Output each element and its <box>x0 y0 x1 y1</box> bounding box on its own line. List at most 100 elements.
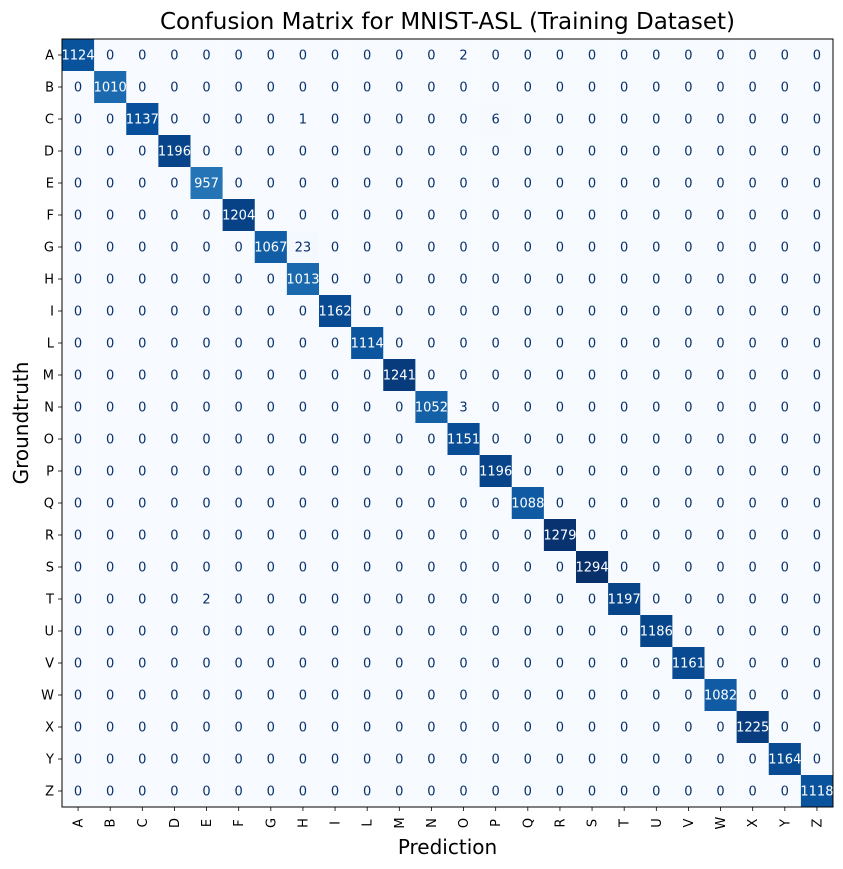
cell-value-label: 1241 <box>383 369 416 384</box>
heatmap-cell <box>543 711 577 744</box>
heatmap-cell <box>672 583 705 616</box>
heatmap-cell <box>254 711 288 744</box>
heatmap-cell <box>319 551 352 584</box>
heatmap-cell <box>479 583 513 616</box>
heatmap-cell <box>254 359 288 392</box>
cell-value-label: 0 <box>652 593 660 608</box>
heatmap-cell <box>672 359 705 392</box>
cell-value-label: 0 <box>267 465 275 480</box>
heatmap-cell <box>672 167 705 200</box>
cell-value-label: 0 <box>427 145 435 160</box>
heatmap-cell <box>800 679 834 712</box>
cell-value-label: 0 <box>684 465 692 480</box>
heatmap-cell <box>254 647 288 680</box>
cell-value-label: 0 <box>170 241 178 256</box>
heatmap-cell <box>62 615 95 648</box>
heatmap-cell <box>736 39 770 72</box>
cell-value-label: 0 <box>74 369 82 384</box>
cell-value-label: 0 <box>459 209 467 224</box>
heatmap-cell <box>222 167 256 200</box>
heatmap-cell <box>576 647 609 680</box>
cell-value-label: 0 <box>492 177 500 192</box>
heatmap-cell <box>383 711 416 744</box>
heatmap-cell <box>190 199 223 232</box>
heatmap-cell <box>640 231 673 264</box>
heatmap-cell <box>319 455 352 488</box>
cell-value-label: 0 <box>427 753 435 768</box>
cell-value-label: 0 <box>235 305 243 320</box>
heatmap-cell <box>190 423 223 456</box>
cell-value-label: 0 <box>620 49 628 64</box>
cell-value-label: 0 <box>588 369 596 384</box>
x-tick-label: V <box>682 818 697 827</box>
cell-value-label: 0 <box>524 561 532 576</box>
heatmap-cell <box>286 327 320 360</box>
cell-value-label: 0 <box>749 785 757 800</box>
cell-value-label: 0 <box>524 433 532 448</box>
heatmap-cell <box>511 167 545 200</box>
heatmap-cell <box>576 551 609 584</box>
heatmap-cell <box>511 71 545 104</box>
heatmap-cell <box>351 199 384 232</box>
cell-value-label: 1225 <box>736 721 769 736</box>
cell-value-label: 0 <box>138 753 146 768</box>
cell-value-label: 0 <box>299 433 307 448</box>
heatmap-cell <box>800 71 834 104</box>
heatmap-cell <box>768 679 802 712</box>
heatmap-cell <box>383 327 416 360</box>
cell-value-label: 1052 <box>415 401 448 416</box>
y-tick-label: T <box>45 593 54 608</box>
cell-value-label: 0 <box>138 529 146 544</box>
heatmap-cell <box>158 519 191 552</box>
heatmap-cell <box>383 583 416 616</box>
heatmap-cell <box>286 199 320 232</box>
heatmap-cell <box>415 135 448 168</box>
cell-value-label: 0 <box>492 753 500 768</box>
heatmap-cell <box>511 135 545 168</box>
heatmap-cell <box>608 711 641 744</box>
cell-value-label: 0 <box>138 273 146 288</box>
y-tick-label: S <box>46 561 54 576</box>
heatmap-cell <box>704 519 737 552</box>
x-tick-label: A <box>72 818 87 827</box>
heatmap-cell <box>351 327 384 360</box>
cell-value-label: 0 <box>652 721 660 736</box>
heatmap-cell <box>704 743 737 776</box>
heatmap-cell <box>543 199 577 232</box>
cell-value-label: 0 <box>684 337 692 352</box>
heatmap-cell <box>543 615 577 648</box>
cell-value-label: 0 <box>524 529 532 544</box>
cell-value-label: 0 <box>749 689 757 704</box>
cell-value-label: 0 <box>235 561 243 576</box>
heatmap-cell <box>447 391 480 424</box>
cell-value-label: 0 <box>267 177 275 192</box>
cell-value-label: 0 <box>781 113 789 128</box>
heatmap-cell <box>511 775 545 808</box>
cell-value-label: 0 <box>138 433 146 448</box>
cell-value-label: 0 <box>813 209 821 224</box>
cell-value-label: 0 <box>524 785 532 800</box>
cell-value-label: 0 <box>620 497 628 512</box>
cell-value-label: 0 <box>299 145 307 160</box>
cell-value-label: 0 <box>588 273 596 288</box>
cell-value-label: 0 <box>170 177 178 192</box>
x-tick-label: Z <box>810 818 825 827</box>
cell-value-label: 0 <box>299 497 307 512</box>
y-tick-label: O <box>44 433 54 448</box>
heatmap-cell <box>383 231 416 264</box>
cell-value-label: 0 <box>524 369 532 384</box>
cell-value-label: 0 <box>588 433 596 448</box>
heatmap-cell <box>190 39 223 72</box>
cell-value-label: 0 <box>395 497 403 512</box>
heatmap-cell <box>158 487 191 520</box>
cell-value-label: 0 <box>684 145 692 160</box>
heatmap-cell <box>62 359 95 392</box>
heatmap-cell <box>190 391 223 424</box>
heatmap-cell <box>319 327 352 360</box>
cell-value-label: 0 <box>331 465 339 480</box>
x-tick-label: C <box>136 818 151 827</box>
heatmap-cell <box>286 359 320 392</box>
heatmap-cell <box>415 487 448 520</box>
heatmap-cell <box>319 487 352 520</box>
